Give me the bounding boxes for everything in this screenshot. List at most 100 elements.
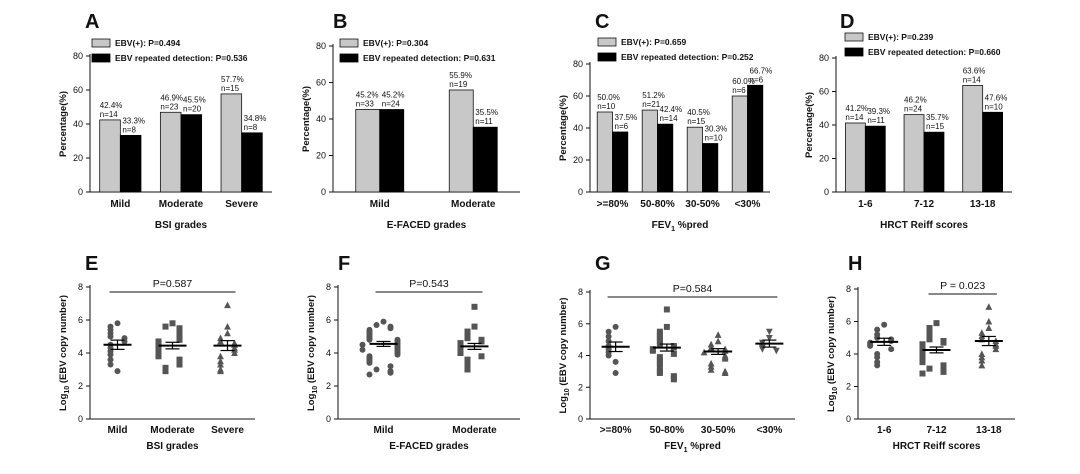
bar-n-label: n=19 <box>449 80 468 89</box>
bar-percent-label: 45.2% <box>382 91 405 100</box>
bar-n-label: n=33 <box>356 100 375 109</box>
data-point-circle <box>359 346 366 353</box>
data-point-square <box>162 323 169 330</box>
scatter-chart-panel-f: F 0 2 4 6 8 Log10 (EBV copy number) Mild Moderat… <box>306 253 520 452</box>
x-tick-label: <30% <box>735 199 761 210</box>
data-point-square <box>162 364 169 371</box>
data-point-square <box>162 368 169 375</box>
data-point-circle <box>387 363 394 370</box>
bar-n-label: n=10 <box>597 102 616 111</box>
x-axis-title-subscript: 1 <box>684 447 688 454</box>
data-point-circle <box>373 366 380 373</box>
bar-n-label: n=24 <box>904 105 923 114</box>
x-tick-label: >=80% <box>597 199 629 210</box>
data-point-square <box>656 331 663 338</box>
panel-letter: G <box>595 253 611 275</box>
x-tick-label: <30% <box>756 425 782 436</box>
bar-n-label: n=21 <box>642 100 661 109</box>
legend-label: EBV repeated detection: P=0.631 <box>363 53 496 63</box>
legend: EBV(+): P=0.659 EBV repeated detection: P… <box>597 37 754 62</box>
data-point-square <box>656 338 663 345</box>
bar-ebv-positive <box>903 114 925 193</box>
y-tick-label: 40 <box>573 123 583 133</box>
y-tick-label: 0 <box>78 187 83 197</box>
bar-percent-label: 45.5% <box>183 96 206 105</box>
bar-n-label: n=15 <box>687 117 706 126</box>
data-point-circle <box>114 320 121 327</box>
x-tick-label: 50-80% <box>650 425 685 436</box>
data-point-square <box>656 354 663 361</box>
y-tick-label: 60 <box>573 91 583 101</box>
bar-group: 55.9%n=19 35.5%n=11 Moderate <box>448 71 498 210</box>
bar-repeated-detection <box>747 84 764 193</box>
data-point-square <box>926 333 933 340</box>
p-value-label: P=0.587 <box>153 278 193 290</box>
bar-ebv-positive <box>962 85 984 193</box>
data-point-square <box>464 335 471 342</box>
data-point-circle <box>888 346 895 353</box>
y-tick-label: 20 <box>819 154 829 164</box>
bar-percent-label: 35.7% <box>926 113 949 122</box>
bar-percent-label: 50.0% <box>597 93 620 102</box>
data-point-triangle <box>217 367 224 375</box>
data-point-square <box>670 376 677 383</box>
x-axis-title-part: FEV <box>652 220 672 231</box>
bar-percent-label: 60.0% <box>732 77 755 86</box>
bar-n-label: n=14 <box>100 110 119 119</box>
x-tick-label: Mild <box>374 425 394 436</box>
x-tick-label: Severe <box>225 199 258 210</box>
x-tick-label: 50-80% <box>640 199 675 210</box>
data-point-square <box>169 320 176 327</box>
data-point-circle <box>612 358 619 365</box>
x-axis-title-part: FEV <box>664 441 684 452</box>
bar-percent-label: 41.2% <box>845 104 868 113</box>
data-point-circle <box>107 356 114 363</box>
x-axis-title: HRCT Reiff scores <box>893 441 981 452</box>
data-point-circle <box>612 369 619 376</box>
data-point-square <box>464 331 471 338</box>
bar-percent-label: 51.2% <box>642 91 665 100</box>
bar-percent-label: 42.4% <box>660 105 683 114</box>
data-point-triangle <box>985 303 993 310</box>
data-point-square <box>471 303 478 310</box>
data-point-triangle <box>985 317 993 325</box>
p-value-label: P=0.584 <box>673 283 713 295</box>
data-point-square <box>926 365 933 372</box>
x-tick-label: 7-12 <box>914 199 934 210</box>
y-axis-title-part: (EBV copy number) <box>306 295 317 386</box>
bar-n-label: n=6 <box>732 86 746 95</box>
y-tick-label: 80 <box>573 59 583 69</box>
scatter-group: >=80% <box>600 323 632 436</box>
panel-letter: C <box>595 11 609 33</box>
y-axis-title-part: Log <box>826 394 837 412</box>
scatter-group: Severe <box>211 301 244 436</box>
x-tick-label: Moderate <box>159 199 204 210</box>
bar-n-label: n=20 <box>183 105 202 114</box>
y-axis-title: Log10 (EBV copy number) <box>58 295 71 411</box>
y-axis-title-subscript: 10 <box>832 387 839 395</box>
data-point-circle <box>107 351 114 358</box>
data-point-square <box>176 361 183 368</box>
y-tick-label: 4 <box>846 349 851 359</box>
legend-swatch-repeated-detection <box>339 53 359 63</box>
data-point-triangle <box>978 356 986 364</box>
scatter-group: 7-12 <box>919 320 951 436</box>
bar-repeated-detection <box>982 111 1004 193</box>
data-point-square <box>464 366 471 373</box>
data-point-circle <box>605 333 612 340</box>
y-tick-label: 2 <box>846 382 851 392</box>
x-axis-title: E-FACED grades <box>389 441 469 452</box>
y-tick-label: 0 <box>321 187 326 197</box>
y-tick-label: 6 <box>578 319 583 329</box>
bar-percent-label: 45.2% <box>356 91 379 100</box>
data-point-triangle <box>985 324 993 331</box>
bar-ebv-positive <box>448 89 474 193</box>
scatter-chart-panel-g: G 0 2 4 6 8 Log10 (EBV copy number) >=80% 50-80%… <box>558 253 795 454</box>
data-point-circle <box>874 354 881 361</box>
y-tick-label: 20 <box>316 151 326 161</box>
x-axis-title-subscript: 1 <box>671 226 675 233</box>
bar-n-label: n=11 <box>867 116 885 125</box>
